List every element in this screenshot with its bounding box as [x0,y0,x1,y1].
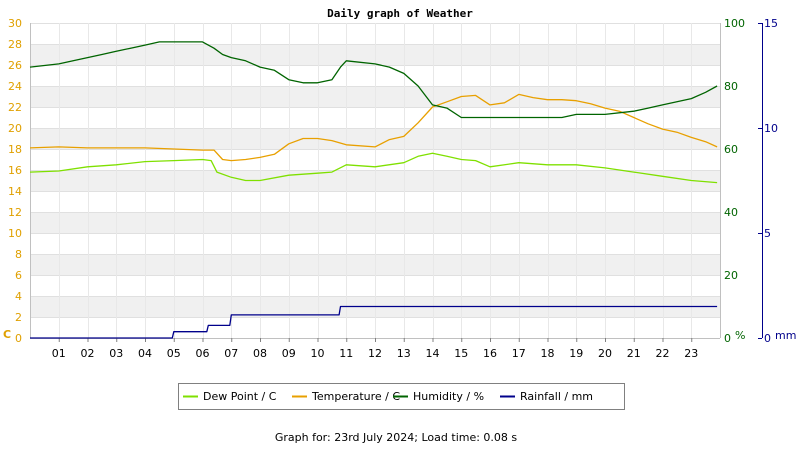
left-tick-label: 12 [8,206,22,219]
humidity-tick-label: 100 [724,17,745,30]
rain-tick-label: 0 [764,332,771,345]
left-axis-unit: C [3,328,11,341]
left-tick-label: 20 [8,122,22,135]
left-tick-label: 14 [8,185,22,198]
x-tick-label: 13 [397,347,411,360]
x-tick-label: 14 [426,347,440,360]
x-tick-label: 10 [311,347,325,360]
left-tick-label: 18 [8,143,22,156]
x-tick-label: 17 [512,347,526,360]
chart-title: Daily graph of Weather [327,7,473,20]
graph-footer: Graph for: 23rd July 2024; Load time: 0.… [274,431,518,444]
humidity-tick-label: 40 [724,206,738,219]
x-tick-label: 23 [684,347,698,360]
dew-line [29,152,718,184]
chart-series [29,41,718,339]
rain-tick-label: 10 [764,122,778,135]
left-tick-label: 10 [8,227,22,240]
left-tick-label: 28 [8,38,22,51]
left-tick-label: 24 [8,80,22,93]
left-tick-label: 22 [8,101,22,114]
left-tick-label: 30 [8,17,22,30]
x-tick-label: 06 [196,347,210,360]
legend-label: Dew Point / C [203,390,277,403]
x-tick-label: 12 [368,347,382,360]
x-tick-label: 18 [541,347,555,360]
x-tick-label: 16 [483,347,497,360]
x-tick-label: 08 [253,347,267,360]
x-tick-label: 03 [109,347,123,360]
x-tick-label: 01 [52,347,66,360]
chart-legend: Dew Point / C Temperature / C Humidity / %… [178,383,625,410]
legend-label: Humidity / % [413,390,484,403]
legend-label: Rainfall / mm [520,390,593,403]
x-tick-label: 21 [627,347,641,360]
humidity-tick-label: 60 [724,143,738,156]
left-tick-label: 16 [8,164,22,177]
x-tick-label: 15 [454,347,468,360]
x-tick-label: 22 [656,347,670,360]
x-tick-label: 05 [167,347,181,360]
rain-tick-label: 5 [764,227,771,240]
x-tick-label: 19 [569,347,583,360]
x-tick-label: 04 [138,347,152,360]
left-tick-label: 6 [15,269,22,282]
humidity-tick-label: 20 [724,269,738,282]
humidity-axis-unit: % [735,329,745,342]
rainfall-line [30,305,718,339]
left-tick-label: 26 [8,59,22,72]
left-tick-label: 4 [15,290,22,303]
legend-label: Temperature / C [311,390,400,403]
x-tick-label: 09 [282,347,296,360]
rain-axis-unit: mm [775,329,796,342]
humidity-line [29,41,718,119]
x-tick-label: 02 [81,347,95,360]
humidity-tick-label: 80 [724,80,738,93]
left-tick-label: 8 [15,248,22,261]
rain-tick-label: 15 [764,17,778,30]
temperature-line [29,93,718,162]
x-tick-label: 20 [598,347,612,360]
humidity-tick-label: 0 [724,332,731,345]
left-tick-label: 0 [15,332,22,345]
x-tick-label: 07 [224,347,238,360]
left-tick-label: 2 [15,311,22,324]
x-tick-label: 11 [339,347,353,360]
